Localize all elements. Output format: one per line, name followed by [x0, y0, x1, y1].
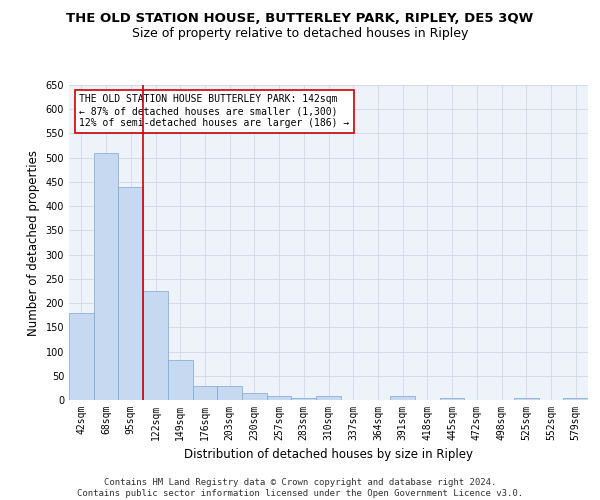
Y-axis label: Number of detached properties: Number of detached properties: [27, 150, 40, 336]
Bar: [267, 396, 292, 400]
Bar: [94, 153, 118, 400]
Bar: [390, 396, 415, 400]
Bar: [316, 396, 341, 400]
Text: THE OLD STATION HOUSE, BUTTERLEY PARK, RIPLEY, DE5 3QW: THE OLD STATION HOUSE, BUTTERLEY PARK, R…: [67, 12, 533, 26]
Bar: [143, 291, 168, 400]
Text: Contains HM Land Registry data © Crown copyright and database right 2024.
Contai: Contains HM Land Registry data © Crown c…: [77, 478, 523, 498]
Bar: [69, 313, 94, 400]
X-axis label: Distribution of detached houses by size in Ripley: Distribution of detached houses by size …: [184, 448, 473, 462]
Bar: [563, 398, 588, 400]
Text: Size of property relative to detached houses in Ripley: Size of property relative to detached ho…: [132, 28, 468, 40]
Bar: [193, 386, 217, 400]
Bar: [292, 398, 316, 400]
Text: THE OLD STATION HOUSE BUTTERLEY PARK: 142sqm
← 87% of detached houses are smalle: THE OLD STATION HOUSE BUTTERLEY PARK: 14…: [79, 94, 350, 128]
Bar: [514, 398, 539, 400]
Bar: [168, 360, 193, 400]
Bar: [242, 392, 267, 400]
Bar: [118, 187, 143, 400]
Bar: [440, 398, 464, 400]
Bar: [217, 386, 242, 400]
